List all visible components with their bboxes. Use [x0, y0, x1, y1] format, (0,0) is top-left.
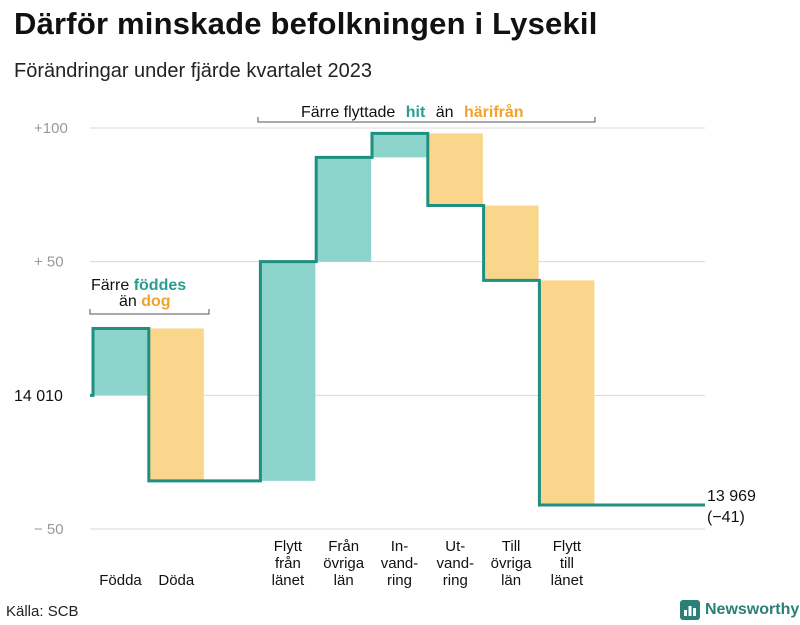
category-label: Ut-: [445, 538, 465, 555]
chart-title: Därför minskade befolkningen i Lysekil: [14, 6, 598, 41]
annotation-born-bracket: [89, 309, 210, 315]
category-label: övriga: [323, 555, 365, 572]
category-label: länet: [551, 572, 584, 589]
category-label: Flytt: [274, 538, 303, 555]
chart-subtitle: Förändringar under fjärde kvartalet 2023: [14, 60, 372, 82]
waterfall-bar: [148, 328, 204, 481]
bars: [93, 133, 595, 505]
category-label: In-: [391, 538, 409, 555]
category-label: Från: [328, 538, 359, 555]
waterfall-bar: [372, 133, 427, 158]
waterfall-bar: [260, 261, 316, 481]
end-change-label: (−41): [707, 509, 745, 526]
category-label: vand-: [381, 555, 419, 572]
running-total-line: [90, 131, 705, 507]
category-label: övriga: [491, 555, 533, 572]
category-label: ring: [443, 572, 468, 589]
category-labels: Födda DödaFlyttfrånlänetFrånövrigalänIn-v…: [99, 538, 584, 589]
category-label: län: [334, 572, 354, 589]
annotation-moves: Färre flyttade hit än härifrån: [301, 103, 524, 121]
running-total-path: [90, 131, 705, 507]
category-label: Födda: [99, 572, 142, 589]
brand-logo: Newsworthy: [680, 600, 799, 620]
annotation-moves-bracket: [257, 117, 596, 123]
start-value-label: 14 010: [14, 388, 63, 405]
waterfall-bar: [93, 328, 148, 396]
end-value-label: 13 969: [707, 488, 756, 505]
waterfall-bar: [427, 133, 483, 206]
category-label: från: [275, 555, 301, 572]
brand-name: Newsworthy: [705, 601, 800, 618]
category-label: län: [501, 572, 521, 589]
waterfall-bar: [483, 205, 539, 281]
category-label: till: [560, 555, 574, 572]
annotation-born-line1: Färre föddes: [91, 277, 186, 294]
category-label: Döda: [158, 572, 195, 589]
category-label: länet: [272, 572, 305, 589]
annotation-born-line2: än dog: [119, 293, 171, 310]
source-note: Källa: SCB: [6, 603, 79, 620]
category-label: Flytt: [553, 538, 582, 555]
waterfall-bar: [539, 280, 595, 505]
y-tick-label: − 50: [34, 521, 64, 538]
y-tick-label: +100: [34, 120, 68, 137]
bar-chart-icon: [680, 600, 700, 620]
waterfall-bar: [316, 157, 372, 262]
category-label: ring: [387, 572, 412, 589]
category-label: vand-: [437, 555, 475, 572]
category-label: Till: [502, 538, 521, 555]
y-tick-label: + 50: [34, 254, 64, 271]
